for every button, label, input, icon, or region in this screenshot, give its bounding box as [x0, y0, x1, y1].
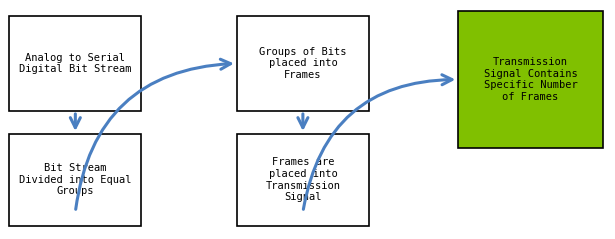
FancyBboxPatch shape: [9, 134, 141, 226]
FancyBboxPatch shape: [237, 134, 369, 226]
FancyBboxPatch shape: [458, 11, 603, 148]
Text: Transmission
Signal Contains
Specific Number
of Frames: Transmission Signal Contains Specific Nu…: [483, 57, 577, 102]
FancyBboxPatch shape: [9, 16, 141, 111]
Text: Groups of Bits
placed into
Frames: Groups of Bits placed into Frames: [259, 47, 347, 80]
Text: Analog to Serial
Digital Bit Stream: Analog to Serial Digital Bit Stream: [19, 53, 132, 74]
FancyBboxPatch shape: [237, 16, 369, 111]
Text: Frames are
placed into
Transmission
Signal: Frames are placed into Transmission Sign…: [266, 158, 340, 202]
Text: Bit Stream
Divided into Equal
Groups: Bit Stream Divided into Equal Groups: [19, 163, 132, 196]
